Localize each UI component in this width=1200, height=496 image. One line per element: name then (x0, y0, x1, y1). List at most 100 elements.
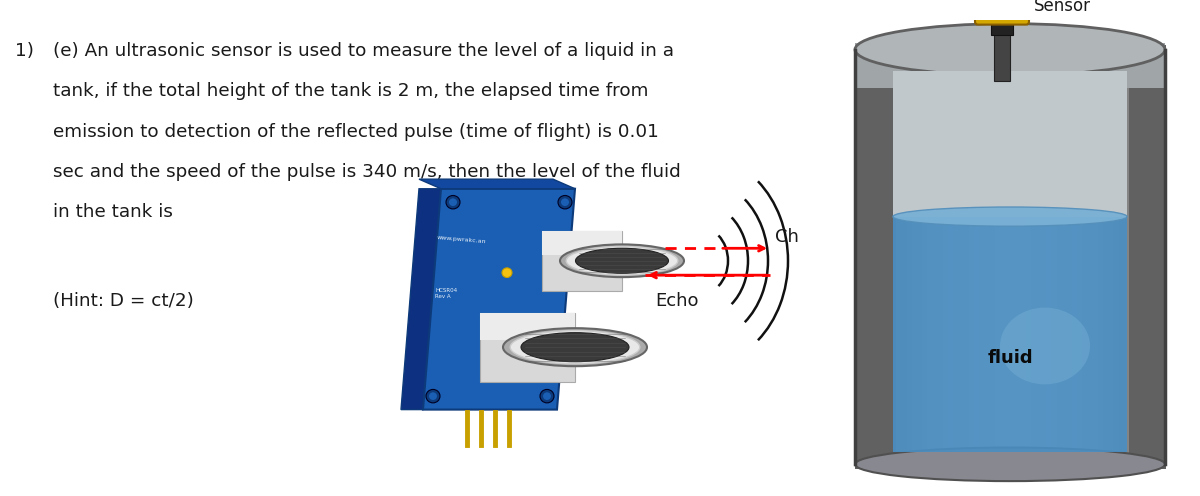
Text: HCSR04
Rev A: HCSR04 Rev A (436, 288, 457, 299)
Circle shape (426, 389, 440, 403)
Text: tank, if the total height of the tank is 2 m, the elapsed time from: tank, if the total height of the tank is… (53, 82, 648, 100)
Bar (892, 45, 896, 469)
Bar (1139, 45, 1145, 469)
Bar (854, 43, 1165, 88)
Bar (907, 45, 912, 469)
Bar (917, 45, 923, 469)
Text: www.pwrakc.an: www.pwrakc.an (437, 235, 487, 244)
Bar (865, 45, 871, 469)
Ellipse shape (503, 328, 647, 366)
Ellipse shape (521, 333, 629, 362)
Bar (1051, 45, 1057, 469)
Bar (953, 45, 959, 469)
Text: Sensor: Sensor (1034, 0, 1091, 15)
Bar (1108, 45, 1114, 469)
Bar (1114, 45, 1120, 469)
Circle shape (540, 389, 554, 403)
Text: Ch: Ch (775, 228, 799, 246)
Ellipse shape (854, 447, 1165, 481)
Polygon shape (401, 189, 442, 410)
Bar (854, 45, 860, 469)
Bar (943, 45, 948, 469)
Bar (991, 20, 1013, 35)
Bar (1015, 45, 1021, 469)
Bar (1078, 45, 1082, 469)
Bar (964, 45, 970, 469)
Bar (480, 312, 575, 382)
Circle shape (562, 198, 569, 206)
Text: sec and the speed of the pulse is 340 m/s, then the level of the fluid: sec and the speed of the pulse is 340 m/… (53, 163, 680, 181)
Bar (893, 70, 1127, 217)
Bar (995, 45, 1000, 469)
Bar (1067, 45, 1073, 469)
Bar (994, 33, 1010, 81)
Bar (1118, 45, 1124, 469)
Circle shape (449, 198, 457, 206)
Bar (881, 45, 887, 469)
FancyBboxPatch shape (974, 0, 1030, 25)
Bar (922, 45, 928, 469)
Bar (959, 45, 964, 469)
Text: emission to detection of the reflected pulse (time of flight) is 0.01: emission to detection of the reflected p… (53, 123, 659, 140)
Circle shape (1009, 1, 1019, 11)
Bar (886, 45, 892, 469)
Ellipse shape (576, 248, 668, 273)
Ellipse shape (854, 24, 1165, 75)
Bar (1087, 45, 1093, 469)
Circle shape (558, 195, 572, 209)
Bar (1150, 45, 1156, 469)
Bar (854, 45, 1165, 469)
Bar (1031, 45, 1037, 469)
Bar (1145, 45, 1150, 469)
Bar (968, 45, 974, 469)
Bar (1082, 45, 1088, 469)
Circle shape (542, 392, 551, 400)
Ellipse shape (1000, 308, 1090, 384)
Bar (1000, 45, 1006, 469)
Ellipse shape (566, 247, 678, 275)
Text: (Hint: D = ct/2): (Hint: D = ct/2) (53, 292, 194, 310)
Bar (1026, 45, 1031, 469)
Bar (542, 231, 622, 255)
Ellipse shape (560, 245, 684, 277)
Bar (860, 45, 866, 469)
Bar (979, 45, 985, 469)
Bar (1046, 45, 1052, 469)
Bar (948, 45, 954, 469)
Bar (937, 45, 943, 469)
Bar (901, 45, 907, 469)
Bar (1160, 45, 1165, 469)
Bar (1036, 45, 1042, 469)
Bar (1134, 45, 1140, 469)
Polygon shape (419, 179, 575, 189)
Bar (932, 45, 938, 469)
Circle shape (985, 1, 995, 11)
Ellipse shape (893, 207, 1127, 226)
Bar (928, 45, 934, 469)
Bar (989, 45, 995, 469)
Polygon shape (424, 189, 575, 410)
Bar (896, 45, 902, 469)
Bar (876, 45, 881, 469)
Bar (1072, 45, 1078, 469)
Bar (1129, 45, 1134, 469)
Bar (1042, 45, 1046, 469)
Text: (e) An ultrasonic sensor is used to measure the level of a liquid in a: (e) An ultrasonic sensor is used to meas… (53, 42, 674, 60)
Bar (893, 217, 1127, 452)
Text: fluid: fluid (988, 349, 1033, 367)
Bar (870, 45, 876, 469)
Bar (1123, 45, 1129, 469)
Bar (1004, 45, 1010, 469)
Bar (912, 45, 918, 469)
Bar (1020, 45, 1026, 469)
Text: in the tank is: in the tank is (53, 203, 173, 221)
Bar (480, 312, 575, 340)
Bar (1093, 45, 1098, 469)
Bar (1098, 45, 1104, 469)
Bar (1154, 45, 1160, 469)
Bar (542, 231, 622, 291)
Text: Echo: Echo (655, 293, 698, 310)
Bar (984, 45, 990, 469)
Bar (1103, 45, 1109, 469)
Bar (1062, 45, 1067, 469)
